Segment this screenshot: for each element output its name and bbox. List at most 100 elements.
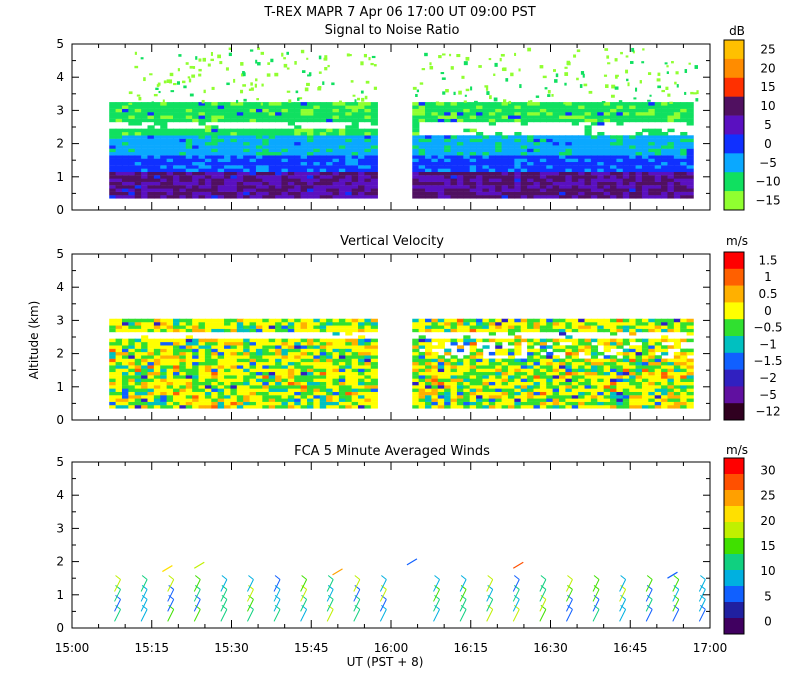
snr-cell xyxy=(333,155,340,159)
vv-cell xyxy=(243,382,250,386)
snr-cell xyxy=(301,159,308,163)
snr-cell xyxy=(262,192,269,196)
vv-cell xyxy=(604,369,611,373)
snr-cell xyxy=(687,105,694,109)
vv-cell xyxy=(269,359,276,363)
snr-cell xyxy=(661,178,668,182)
vv-cell xyxy=(431,362,438,366)
snr-cell xyxy=(514,109,521,113)
vv-cell xyxy=(419,335,426,339)
snr-cell xyxy=(521,122,528,126)
snr-cell xyxy=(514,119,521,123)
snr-cell xyxy=(604,105,611,109)
vv-cell xyxy=(281,385,288,389)
snr-cell xyxy=(540,149,547,153)
vv-cell xyxy=(578,362,585,366)
vv-cell xyxy=(281,345,288,349)
vv-cell xyxy=(648,355,655,359)
vv-cell xyxy=(135,349,142,353)
snr-cell xyxy=(616,119,623,123)
snr-cell xyxy=(470,155,477,159)
snr-cell xyxy=(514,115,521,119)
snr-cell xyxy=(128,149,135,153)
vv-cell xyxy=(135,395,142,399)
wind-barb xyxy=(327,579,333,591)
snr-cell xyxy=(307,195,314,199)
vv-cell xyxy=(514,352,521,356)
snr-cell xyxy=(412,165,419,169)
snr-noise xyxy=(424,53,428,56)
snr-cell xyxy=(173,119,180,123)
vv-cell xyxy=(352,392,359,396)
snr-cell xyxy=(326,112,333,116)
snr-cell xyxy=(192,178,199,182)
vv-cell xyxy=(412,349,419,353)
snr-cell xyxy=(508,172,515,176)
snr-cell xyxy=(275,159,282,163)
vv-cell xyxy=(205,345,212,349)
snr-cell xyxy=(371,192,378,196)
snr-cell xyxy=(269,188,276,192)
snr-cell xyxy=(438,142,445,146)
snr-cell xyxy=(250,195,257,199)
snr-cell xyxy=(553,142,560,146)
snr-noise xyxy=(422,68,425,70)
snr-cell xyxy=(154,175,161,179)
wind-barb xyxy=(566,609,572,621)
vv-cell xyxy=(243,362,250,366)
vv-cell xyxy=(431,369,438,373)
snr-cell xyxy=(661,119,668,123)
wind-barb xyxy=(620,609,626,621)
snr-noise xyxy=(417,90,419,93)
vv-cell xyxy=(371,349,378,353)
snr-cell xyxy=(218,169,225,173)
snr-cell xyxy=(419,169,426,173)
vv-cell xyxy=(326,319,333,323)
vv-cell xyxy=(256,375,263,379)
snr-cell xyxy=(230,185,237,189)
snr-cell xyxy=(301,188,308,192)
snr-cell xyxy=(281,192,288,196)
vv-cell xyxy=(167,329,174,333)
snr-cell xyxy=(597,155,604,159)
vv-cell xyxy=(352,369,359,373)
snr-cell xyxy=(476,195,483,199)
snr-cell xyxy=(674,195,681,199)
vv-cell xyxy=(371,345,378,349)
snr-cell xyxy=(364,152,371,156)
snr-cell xyxy=(623,169,630,173)
vv-cell xyxy=(604,385,611,389)
vv-cell xyxy=(269,375,276,379)
vv-cell xyxy=(438,342,445,346)
snr-cell xyxy=(476,109,483,113)
snr-cell xyxy=(313,119,320,123)
snr-cell xyxy=(364,132,371,136)
snr-cell xyxy=(352,119,359,123)
snr-cell xyxy=(192,152,199,156)
snr-cell xyxy=(116,102,123,106)
snr-cell xyxy=(109,178,116,182)
snr-cell xyxy=(457,152,464,156)
vv-cell xyxy=(116,392,123,396)
snr-cell xyxy=(313,102,320,106)
snr-cell xyxy=(533,145,540,149)
snr-cell xyxy=(345,149,352,153)
vv-cell xyxy=(243,395,250,399)
vv-cell xyxy=(237,398,244,402)
snr-cell xyxy=(320,145,327,149)
snr-cell xyxy=(482,159,489,163)
snr-cell xyxy=(301,119,308,123)
wind-barb xyxy=(327,609,333,621)
vv-cell xyxy=(147,405,154,409)
snr-cell xyxy=(116,129,123,133)
snr-cell xyxy=(186,175,193,179)
vv-cell xyxy=(218,372,225,376)
vv-cell xyxy=(128,319,135,323)
snr-cell xyxy=(559,162,566,166)
vv-cell xyxy=(655,339,662,343)
snr-cell xyxy=(425,165,432,169)
vv-cell xyxy=(419,392,426,396)
snr-cell xyxy=(661,115,668,119)
wind-barb xyxy=(434,579,440,591)
snr-cell xyxy=(597,112,604,116)
